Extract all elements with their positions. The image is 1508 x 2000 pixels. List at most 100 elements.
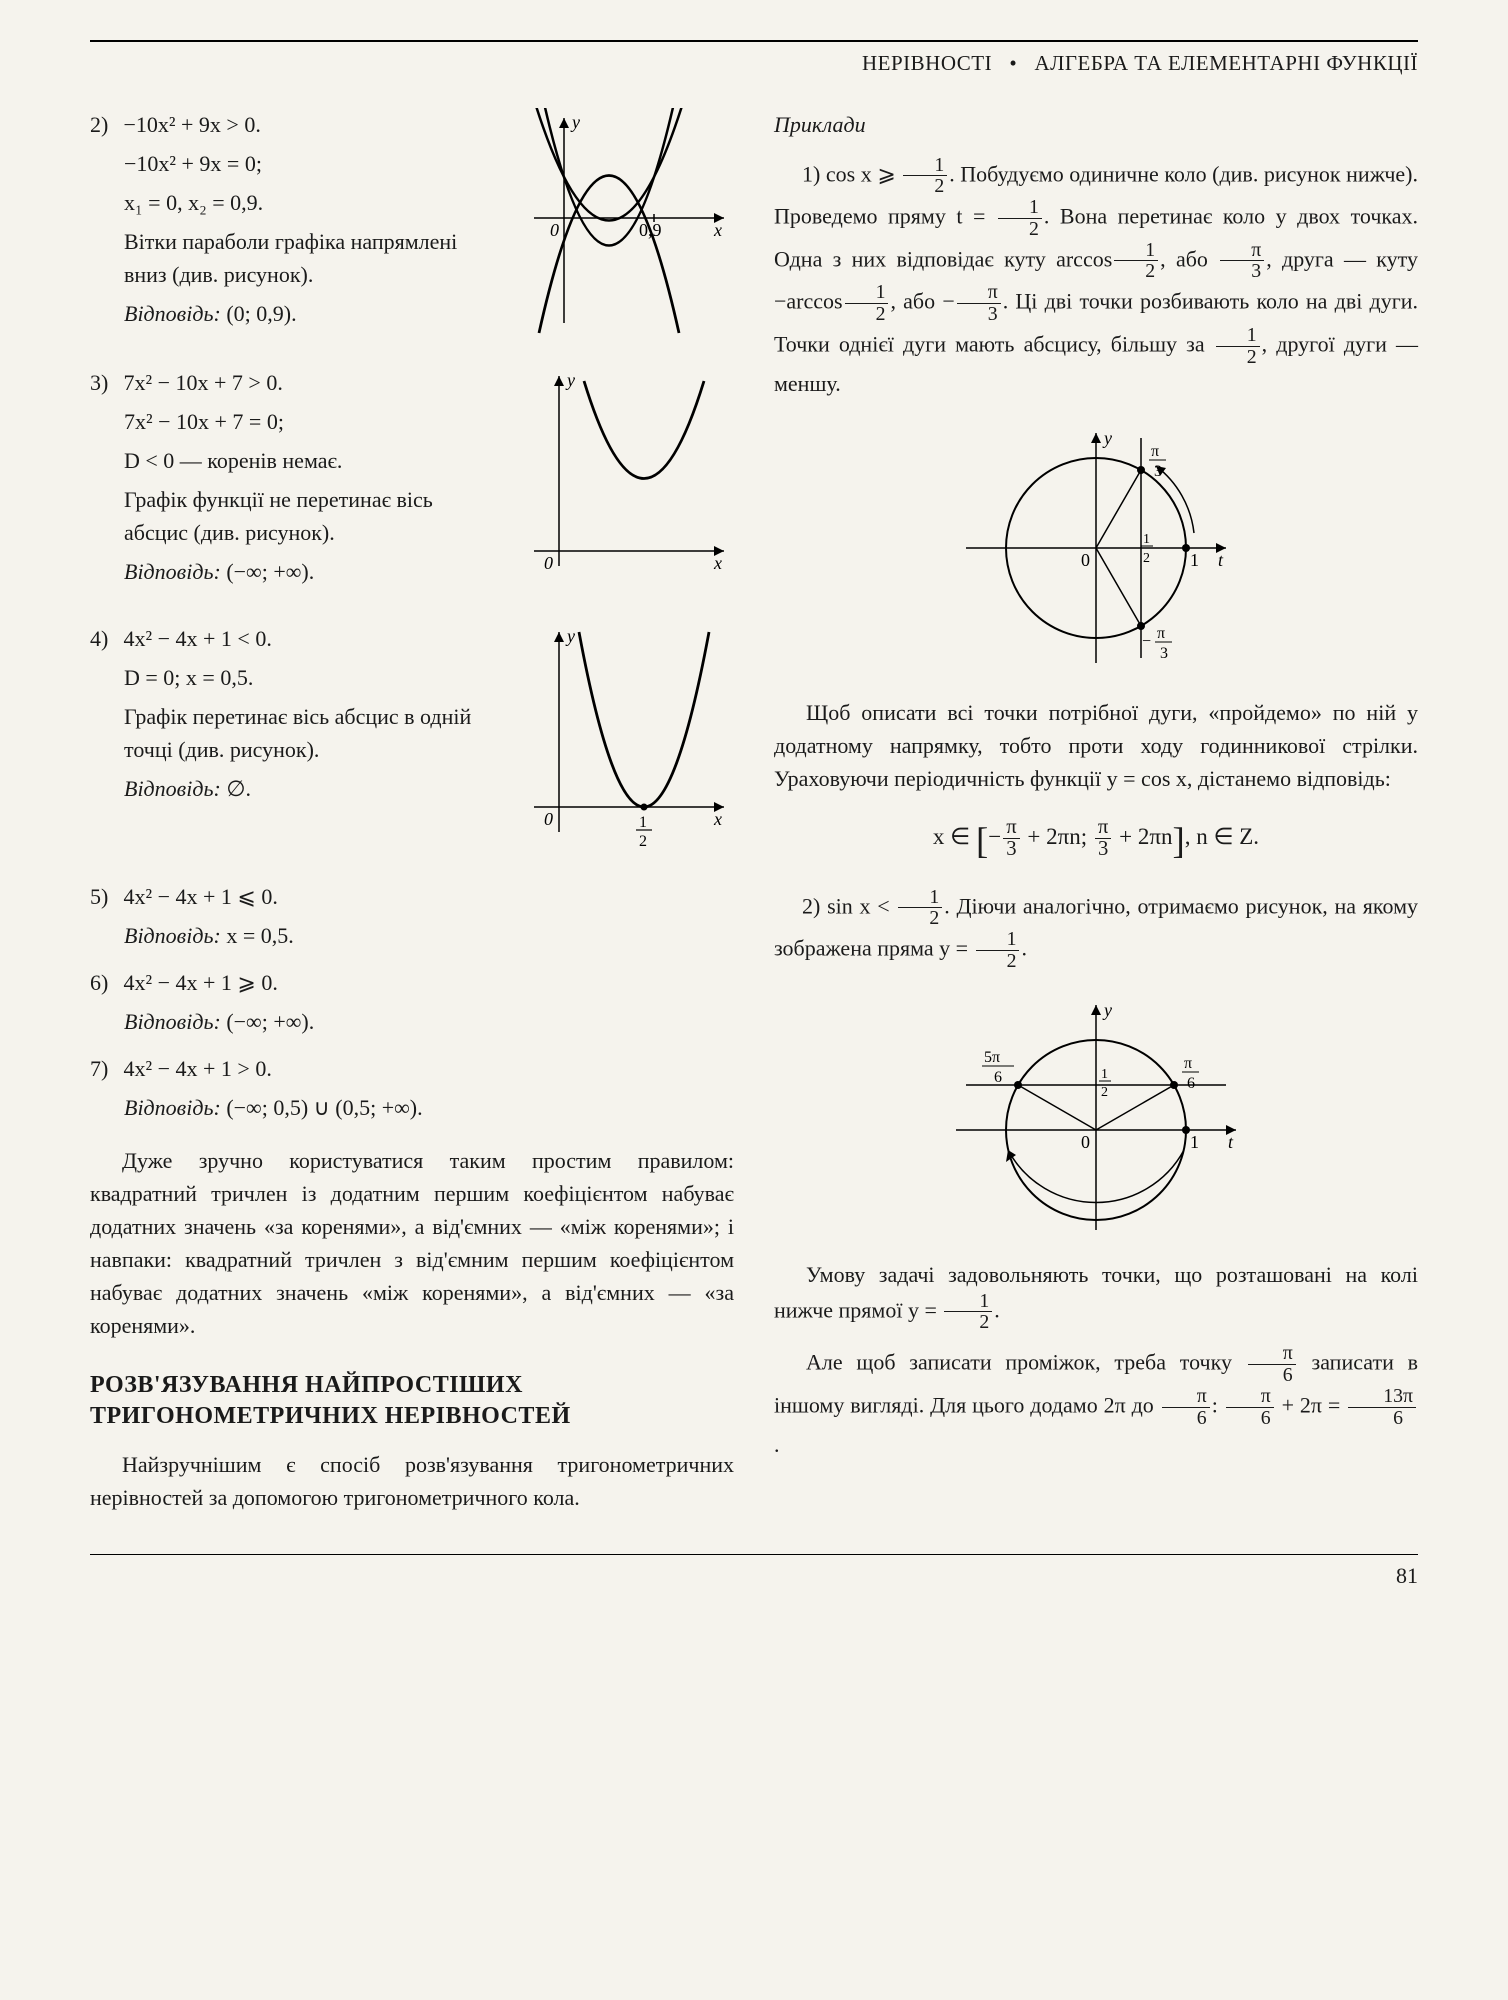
num: π — [1095, 817, 1111, 840]
txt: , n ∈ Z. — [1185, 824, 1259, 849]
formula-1: x ∈ [−π3 + 2πn; π3 + 2πn], n ∈ Z. — [774, 813, 1418, 868]
origin-label: 0 — [544, 553, 553, 573]
eq: 4x² − 4x + 1 > 0. — [124, 1056, 272, 1081]
problem-7: 7) 4x² − 4x + 1 > 0. Відповідь: (−∞; 0,5… — [90, 1052, 734, 1124]
axis-x-label: x — [713, 553, 722, 573]
5pi6-num: 5π — [984, 1049, 1000, 1066]
problem-num: 5) — [90, 880, 118, 913]
axis-x-label: x — [713, 220, 722, 240]
eq: −10x² + 9x = 0; — [90, 147, 498, 180]
graph-3: 0 x y — [514, 366, 734, 576]
eq: 7x² − 10x + 7 > 0. — [124, 370, 283, 395]
frac-num: π — [1220, 240, 1264, 262]
half-den: 2 — [1143, 551, 1150, 566]
frac-den: 2 — [1114, 261, 1158, 282]
txt: , або — [1160, 246, 1218, 271]
frac-num: 1 — [903, 155, 947, 177]
frac-den: 3 — [957, 304, 1001, 325]
pi3-den: 3 — [1154, 463, 1162, 480]
frac-den: 2 — [1216, 347, 1260, 368]
eq: 4x² − 4x + 1 ⩾ 0. — [124, 970, 278, 995]
below-text-1: Умову задачі задовольняють точки, що роз… — [774, 1258, 1418, 1334]
ex-num: 2) — [802, 893, 820, 918]
origin-label: 0 — [544, 809, 553, 829]
answer-label: Відповідь: — [124, 1009, 221, 1034]
explain: Вітки параболи графіка напрямлені вниз (… — [90, 225, 498, 291]
pi6-den: 6 — [1187, 1075, 1195, 1092]
den: 3 — [1095, 839, 1111, 861]
frac-num: π — [957, 282, 1001, 304]
graph-2: 0 0,9 x y — [514, 108, 734, 338]
rule-paragraph: Дуже зручно користуватися таким простим … — [90, 1144, 734, 1342]
page-number: 81 — [90, 1554, 1418, 1592]
num: 1 — [944, 1291, 992, 1313]
frac-den: 2 — [903, 176, 947, 197]
problem-5: 5) 4x² − 4x + 1 ⩽ 0. Відповідь: x = 0,5. — [90, 880, 734, 952]
txt: : — [1212, 1392, 1224, 1417]
txt: x ∈ — [933, 824, 976, 849]
half-num: 1 — [1143, 532, 1150, 547]
neg: − — [988, 824, 1001, 849]
origin: 0 — [1081, 1132, 1090, 1152]
axis-y-label: y — [570, 112, 580, 132]
problem-4: 4) 4x² − 4x + 1 < 0. D = 0; x = 0,5. Гра… — [90, 622, 734, 852]
half-den: 2 — [1101, 1085, 1108, 1100]
answer-label: Відповідь: — [124, 776, 221, 801]
frac-den: 2 — [998, 219, 1042, 240]
header-rule — [90, 40, 1418, 42]
frac-num: 1 — [1114, 240, 1158, 262]
txt: Але щоб записати проміжок, треба точку — [806, 1350, 1246, 1375]
eq: D = 0; x = 0,5. — [90, 661, 498, 694]
answer: (−∞; +∞). — [226, 559, 314, 584]
axis-y-label: y — [565, 370, 575, 390]
header-left: НЕРІВНОСТІ — [862, 51, 992, 75]
problem-num: 4) — [90, 622, 118, 655]
eq: 4x² − 4x + 1 ⩽ 0. — [124, 884, 278, 909]
frac-num: 1 — [998, 197, 1042, 219]
origin-label: 0 — [550, 220, 559, 240]
below-text-2: Але щоб записати проміжок, треба точку π… — [774, 1343, 1418, 1461]
num: 1 — [976, 929, 1020, 951]
y-label: y — [1102, 1000, 1112, 1020]
num: π — [1226, 1386, 1274, 1408]
npi3-num: π — [1157, 625, 1165, 642]
txt: . — [994, 1297, 1000, 1322]
example-2: 2) sin x < 12. Діючи аналогічно, отримає… — [774, 887, 1418, 972]
neg: − — [1142, 633, 1151, 650]
npi3-den: 3 — [1160, 645, 1168, 662]
answer: (0; 0,9). — [226, 301, 296, 326]
eq: −10x² + 9x > 0. — [124, 112, 261, 137]
answer: ∅. — [226, 776, 251, 801]
frac-num: 1 — [845, 282, 889, 304]
half-num: 1 — [1101, 1067, 1108, 1082]
trig-intro: Найзручнішим є спосіб розв'язування триг… — [90, 1448, 734, 1514]
frac-den: 2 — [845, 304, 889, 325]
frac-den: 3 — [1220, 261, 1264, 282]
unit-circle-2: 0 1 y t 1 2 π 6 5π 6 — [936, 990, 1256, 1240]
tick-label: 0,9 — [639, 220, 662, 240]
problem-num: 2) — [90, 108, 118, 141]
axis-y-label: y — [565, 626, 575, 646]
problem-3: 3) 7x² − 10x + 7 > 0. 7x² − 10x + 7 = 0;… — [90, 366, 734, 594]
num: π — [1248, 1343, 1296, 1365]
problem-num: 6) — [90, 966, 118, 999]
pi3-num: π — [1151, 443, 1159, 460]
txt: + 2πn; — [1022, 824, 1093, 849]
txt: sin x < — [827, 893, 896, 918]
eq: 4x² − 4x + 1 < 0. — [124, 626, 272, 651]
section-title: РОЗВ'ЯЗУВАННЯ НАЙПРОСТІШИХ ТРИГОНОМЕТРИЧ… — [90, 1370, 734, 1432]
eq: 7x² − 10x + 7 = 0; — [90, 405, 498, 438]
den: 6 — [1226, 1408, 1274, 1429]
num: π — [1003, 817, 1019, 840]
answer: (−∞; +∞). — [226, 1009, 314, 1034]
one: 1 — [1190, 1132, 1199, 1152]
ex-num: 1) — [802, 161, 820, 186]
den: 2 — [976, 951, 1020, 972]
den: 2 — [898, 908, 942, 929]
5pi6-den: 6 — [994, 1069, 1002, 1086]
den: 6 — [1348, 1408, 1416, 1429]
right-column: Приклади 1) cos x ⩾ 12. Побудуємо одинич… — [774, 108, 1418, 1524]
answer-label: Відповідь: — [124, 559, 221, 584]
graph-4: 0 1 2 x y — [514, 622, 734, 852]
problem-num: 3) — [90, 366, 118, 399]
